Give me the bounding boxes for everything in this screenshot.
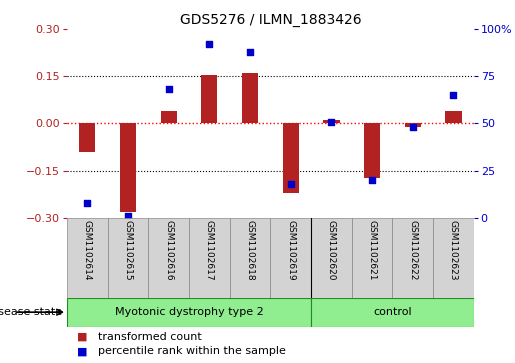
Bar [270,218,311,298]
Bar [352,218,392,298]
Text: Myotonic dystrophy type 2: Myotonic dystrophy type 2 [115,307,263,317]
Text: GSM1102621: GSM1102621 [368,220,376,281]
Point [449,92,458,98]
Text: GSM1102616: GSM1102616 [164,220,173,281]
Text: GSM1102620: GSM1102620 [327,220,336,281]
Bar [311,298,474,327]
Text: GSM1102619: GSM1102619 [286,220,295,281]
Text: percentile rank within the sample: percentile rank within the sample [98,346,286,356]
Text: GSM1102618: GSM1102618 [246,220,254,281]
Bar [79,123,95,152]
Text: GSM1102615: GSM1102615 [124,220,132,281]
Bar [433,218,474,298]
Point [286,181,295,187]
Bar [323,120,339,123]
Point [205,41,214,47]
Text: GSM1102622: GSM1102622 [408,220,417,281]
Text: ■: ■ [77,346,88,356]
Text: transformed count: transformed count [98,331,201,342]
Point [368,177,376,183]
Text: GSM1102617: GSM1102617 [205,220,214,281]
Bar [67,218,108,298]
Title: GDS5276 / ILMN_1883426: GDS5276 / ILMN_1883426 [180,13,361,26]
Text: GSM1102614: GSM1102614 [83,220,92,281]
Bar [148,218,189,298]
Point [83,200,92,205]
Text: ■: ■ [77,331,88,342]
Point [165,86,173,92]
Bar [67,298,311,327]
Bar [242,73,258,123]
Text: GSM1102623: GSM1102623 [449,220,458,281]
Point [409,124,417,130]
Bar [108,218,148,298]
Point [328,119,336,125]
Point [246,49,254,54]
Bar [230,218,270,298]
Bar [201,75,217,123]
Bar [283,123,299,193]
Bar [189,218,230,298]
Bar [392,218,433,298]
Bar [364,123,380,179]
Bar [405,123,421,127]
Bar [120,123,136,212]
Text: disease state: disease state [0,307,62,317]
Point [124,213,132,219]
Text: control: control [373,307,412,317]
Bar [161,111,177,123]
Bar [311,218,352,298]
Bar [445,111,461,123]
